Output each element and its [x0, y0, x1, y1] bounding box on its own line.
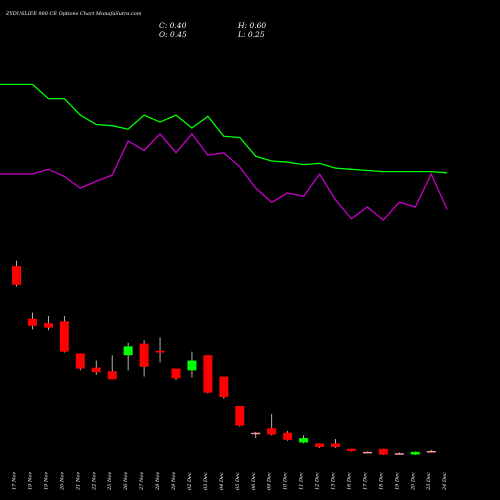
candle — [139, 340, 149, 377]
x-tick-label: 12 Dec — [315, 472, 321, 490]
candle — [187, 351, 197, 378]
candle-body — [267, 428, 277, 435]
x-tick-label: 18 Dec — [378, 472, 384, 490]
candle — [315, 443, 325, 448]
x-tick-label: 19 Dec — [394, 472, 400, 490]
candle — [235, 406, 245, 427]
candle-body — [315, 443, 325, 447]
candle — [155, 337, 165, 363]
candle-body — [251, 432, 261, 435]
candle-body — [219, 376, 229, 398]
x-tick-label: 24 Dec — [442, 472, 448, 491]
x-tick-label: 20 Dec — [410, 472, 416, 491]
candle-body — [12, 266, 21, 285]
x-tick-label: 17 Nov — [12, 472, 18, 490]
candle — [378, 448, 388, 455]
candle-body — [139, 343, 149, 367]
close-readout: C: 0.40 — [159, 21, 187, 30]
candle — [171, 368, 181, 381]
candle — [283, 430, 293, 441]
candle — [426, 449, 436, 453]
candle-body — [283, 432, 293, 440]
candle-body — [394, 453, 404, 455]
candle — [27, 312, 37, 330]
indicator-line-2 — [0, 132, 448, 221]
candle-body — [235, 406, 245, 426]
x-tick-label: 04 Dec — [219, 472, 225, 490]
candle — [331, 438, 340, 448]
candle-body — [155, 350, 165, 353]
candle — [107, 355, 117, 380]
x-tick-label: 02 Dec — [187, 472, 193, 490]
x-tick-label: 06 Dec — [251, 472, 257, 490]
candle — [251, 431, 261, 439]
candle-body — [203, 355, 213, 393]
candle-body — [59, 321, 69, 352]
candle-body — [346, 448, 356, 451]
x-tick-label: 25 Nov — [107, 472, 113, 491]
indicator-line-1 — [0, 83, 448, 174]
candle — [362, 451, 372, 454]
candle-body — [43, 323, 53, 328]
x-tick-label: 20 Nov — [59, 472, 65, 491]
candle-body — [426, 450, 436, 453]
candle-body — [187, 360, 197, 371]
open-readout: O: 0.45 — [159, 30, 187, 39]
candle-body — [123, 346, 133, 356]
x-tick-label: 28 Nov — [155, 472, 161, 491]
candle-body — [75, 353, 85, 369]
chart-title: ZYDUSLIFE 960 CE Options Chart MunafaSut… — [5, 11, 142, 17]
x-tick-label: 11 Dec — [299, 472, 305, 490]
candle-body — [331, 443, 340, 447]
candle — [203, 355, 213, 394]
x-tick-label: 05 Dec — [235, 472, 241, 490]
candle — [75, 353, 85, 371]
candle — [91, 360, 101, 375]
candle-body — [91, 367, 101, 373]
x-tick-label: 13 Dec — [331, 472, 337, 490]
candle-body — [171, 368, 181, 379]
x-tick-label: 29 Nov — [171, 472, 177, 491]
candle-body — [362, 451, 372, 454]
candle — [59, 316, 69, 353]
x-tick-label: 22 Nov — [91, 472, 97, 491]
candle — [219, 376, 229, 399]
candle — [267, 414, 277, 436]
x-tick-label: 09 Dec — [267, 472, 273, 490]
x-tick-label: 21 Nov — [75, 472, 81, 491]
low-readout: L: 0.25 — [237, 30, 265, 39]
candle — [394, 452, 404, 455]
candle-body — [107, 371, 117, 380]
candle — [12, 260, 21, 287]
candle-body — [378, 448, 388, 455]
candle — [43, 316, 53, 331]
candle — [299, 435, 309, 444]
x-tick-label: 26 Nov — [123, 472, 129, 491]
high-readout: H: 0.60 — [237, 21, 266, 30]
x-axis-labels: 17 Nov 19 Nov 19 Nov 20 Nov 21 Nov 22 Nov 25 N… — [12, 472, 449, 491]
x-tick-label: 27 Nov — [139, 472, 145, 491]
x-tick-label: 17 Dec — [362, 472, 368, 490]
x-tick-label: 19 Nov — [28, 472, 34, 490]
x-tick-label: 03 Dec — [203, 472, 209, 490]
candle-body — [27, 318, 37, 326]
x-tick-label: 16 Dec — [346, 472, 352, 490]
x-tick-label: 10 Dec — [283, 472, 289, 490]
x-tick-label: 19 Nov — [43, 472, 49, 490]
candle — [123, 342, 133, 371]
candlesticks — [12, 260, 436, 455]
candle — [346, 448, 356, 452]
indicator-lines — [0, 83, 448, 221]
candle-body — [299, 438, 309, 443]
candle-body — [410, 451, 420, 455]
candle — [410, 451, 420, 455]
x-tick-label: 23 Dec — [426, 472, 432, 491]
